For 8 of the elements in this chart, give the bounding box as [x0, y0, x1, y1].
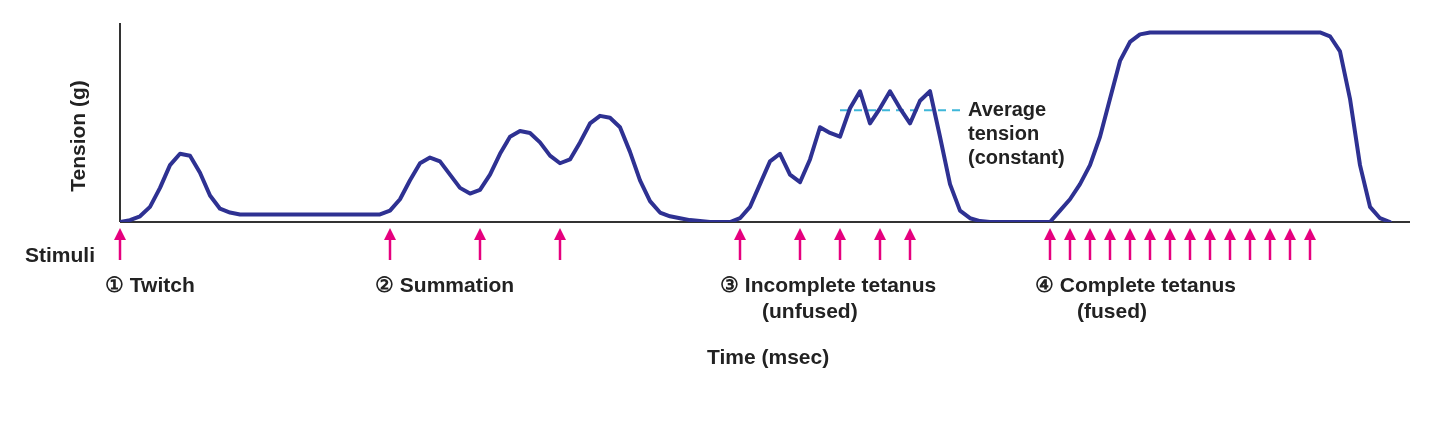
- text: ② Summation: [375, 272, 516, 298]
- text: ③ Incomplete tetanus (unfused): [720, 272, 937, 324]
- text: Time (msec): [707, 344, 830, 370]
- ref-line-label: Average tension (constant): [968, 98, 1065, 169]
- y-axis-title: Tension (g): [65, 80, 90, 192]
- text: ④ Complete tetanus (fused): [1035, 272, 1237, 324]
- text: Stimuli: [25, 242, 96, 268]
- text: ① Twitch: [105, 272, 196, 298]
